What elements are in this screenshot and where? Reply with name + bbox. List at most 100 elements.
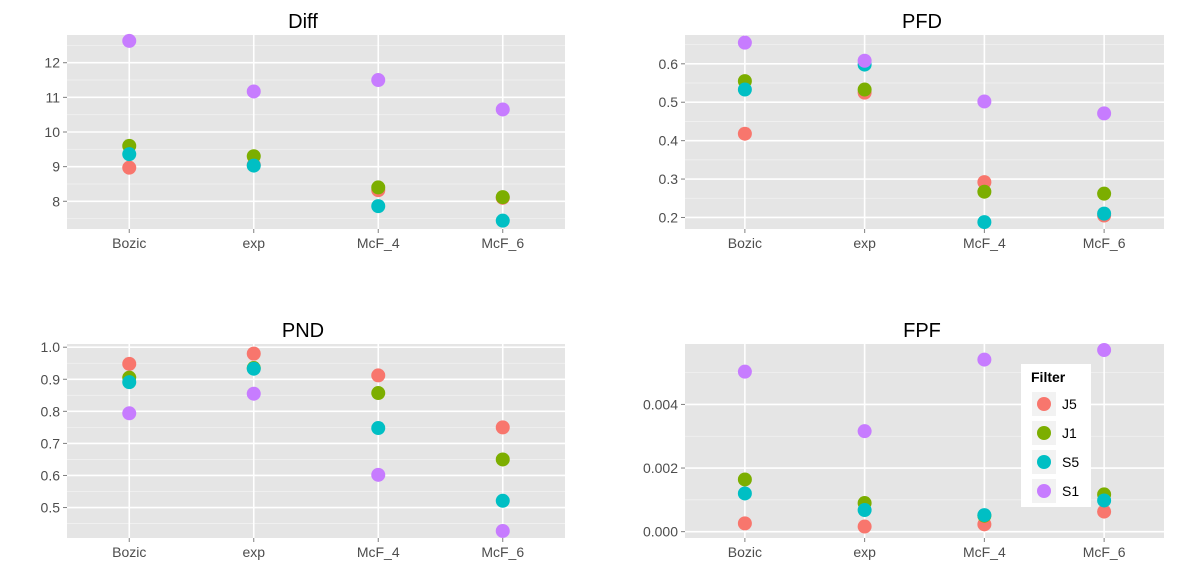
point-s1-mcf_4	[977, 352, 992, 367]
y-tick-label: 11	[45, 89, 60, 105]
legend-item-j1: J1	[1032, 421, 1077, 445]
point-s1-exp	[857, 424, 872, 439]
y-tick-label: 0.5	[659, 94, 679, 110]
point-s1-bozic	[122, 33, 137, 48]
point-j1-mcf_4	[371, 180, 386, 195]
y-tick-label: 0.004	[643, 396, 678, 412]
point-s1-mcf_6	[495, 523, 510, 538]
point-s1-exp	[857, 53, 872, 68]
point-j5-bozic	[122, 356, 137, 371]
panel-background	[685, 344, 1164, 538]
legend-label: S5	[1062, 454, 1079, 470]
point-j1-mcf_4	[371, 386, 386, 401]
point-s5-bozic	[122, 375, 137, 390]
x-tick-label: Bozic	[112, 544, 146, 560]
legend-label: J1	[1062, 425, 1077, 441]
x-tick-label: McF_6	[481, 544, 524, 560]
y-tick-label: 0.5	[41, 500, 61, 516]
point-s1-mcf_4	[977, 94, 992, 109]
panel-diff: Diff 8 9 10 11 12 Bozic exp McF_4 McF_6	[44, 11, 565, 251]
legend: Filter J5 J1 S5 S1	[1021, 364, 1091, 507]
y-tick-label: 0.6	[41, 467, 61, 483]
point-j5-bozic	[737, 126, 752, 141]
point-s1-mcf_4	[371, 73, 386, 88]
legend-item-s1: S1	[1032, 479, 1079, 503]
y-tick-label: 0.2	[659, 209, 679, 225]
x-tick-label: exp	[242, 544, 265, 560]
y-tick-label: 0.6	[659, 56, 679, 72]
legend-key-dot	[1037, 484, 1051, 498]
point-j1-bozic	[737, 472, 752, 487]
panel-title: PND	[282, 320, 324, 342]
panel-background	[685, 35, 1164, 229]
panel-title: PFD	[902, 11, 942, 33]
y-tick-label: 0.3	[659, 171, 679, 187]
legend-item-s5: S5	[1032, 450, 1079, 474]
point-s5-mcf_6	[495, 493, 510, 508]
y-tick-label: 9	[52, 159, 60, 175]
x-tick-label: Bozic	[728, 544, 762, 560]
y-tick-label: 0.002	[643, 460, 678, 476]
legend-title: Filter	[1031, 369, 1066, 385]
y-tick-label: 10	[44, 124, 60, 140]
point-j5-mcf_6	[1097, 504, 1112, 519]
panel-pfd: PFD 0.2 0.3 0.4 0.5 0.6 Bozic exp McF_4 McF_6	[659, 11, 1164, 251]
point-s1-exp	[246, 386, 261, 401]
point-j1-exp	[857, 82, 872, 97]
point-s5-bozic	[122, 147, 137, 162]
x-tick-label: exp	[242, 235, 265, 251]
y-tick-label: 8	[52, 193, 60, 209]
legend-key-dot	[1037, 397, 1051, 411]
point-s5-mcf_6	[495, 213, 510, 228]
legend-label: J5	[1062, 396, 1077, 412]
point-s1-mcf_6	[495, 102, 510, 117]
x-tick-label: exp	[853, 235, 876, 251]
x-tick-label: McF_4	[963, 235, 1006, 251]
y-tick-label: 0.000	[643, 524, 678, 540]
point-j1-mcf_6	[495, 190, 510, 205]
point-s5-mcf_6	[1097, 206, 1112, 221]
y-tick-label: 0.8	[41, 403, 61, 419]
panel-pnd: PND 0.5 0.6 0.7 0.8 0.9 1.0 Bozic exp McF_4 McF_6	[41, 320, 565, 560]
point-s1-mcf_4	[371, 467, 386, 482]
point-s5-mcf_4	[371, 421, 386, 436]
x-tick-label: Bozic	[728, 235, 762, 251]
legend-label: S1	[1062, 483, 1079, 499]
x-tick-label: McF_4	[963, 544, 1006, 560]
legend-key-dot	[1037, 455, 1051, 469]
point-s5-mcf_4	[371, 199, 386, 214]
x-tick-label: McF_6	[481, 235, 524, 251]
point-s1-bozic	[737, 364, 752, 379]
point-s1-bozic	[737, 35, 752, 50]
point-j5-exp	[857, 519, 872, 534]
y-tick-label: 0.9	[41, 371, 61, 387]
x-tick-label: McF_4	[357, 235, 400, 251]
point-j5-mcf_6	[495, 420, 510, 435]
legend-key-dot	[1037, 426, 1051, 440]
point-s1-exp	[246, 84, 261, 99]
point-s1-bozic	[122, 406, 137, 421]
panel-background	[67, 344, 565, 538]
point-j5-bozic	[122, 160, 137, 175]
point-j5-mcf_4	[977, 175, 992, 190]
point-j1-mcf_4	[977, 184, 992, 199]
point-s5-bozic	[737, 486, 752, 501]
point-s1-mcf_6	[1097, 343, 1112, 358]
point-j5-mcf_4	[371, 368, 386, 383]
point-s5-mcf_4	[977, 508, 992, 523]
x-tick-label: exp	[853, 544, 876, 560]
x-tick-label: McF_6	[1083, 235, 1126, 251]
legend-item-j5: J5	[1032, 392, 1077, 416]
point-j5-exp	[246, 346, 261, 361]
point-s5-exp	[857, 503, 872, 518]
panel-title: FPF	[903, 320, 941, 342]
point-s5-mcf_6	[1097, 493, 1112, 508]
point-s5-exp	[246, 361, 261, 376]
y-tick-label: 1.0	[41, 339, 61, 355]
y-tick-label: 0.7	[41, 435, 61, 451]
point-j5-bozic	[737, 516, 752, 531]
y-tick-label: 0.4	[659, 133, 679, 149]
point-j1-mcf_6	[1097, 186, 1112, 201]
point-s5-bozic	[737, 82, 752, 97]
